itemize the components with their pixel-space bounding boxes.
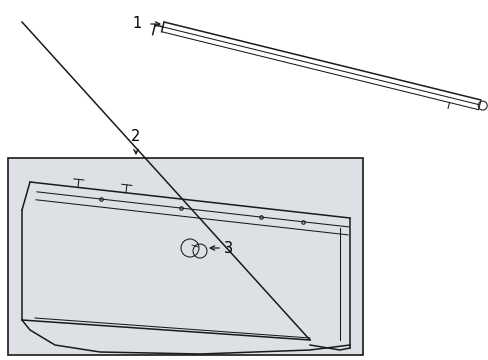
Text: 2: 2 xyxy=(131,129,141,144)
Text: 3: 3 xyxy=(224,240,233,256)
Bar xyxy=(8,158,362,355)
Text: 1: 1 xyxy=(132,15,142,31)
